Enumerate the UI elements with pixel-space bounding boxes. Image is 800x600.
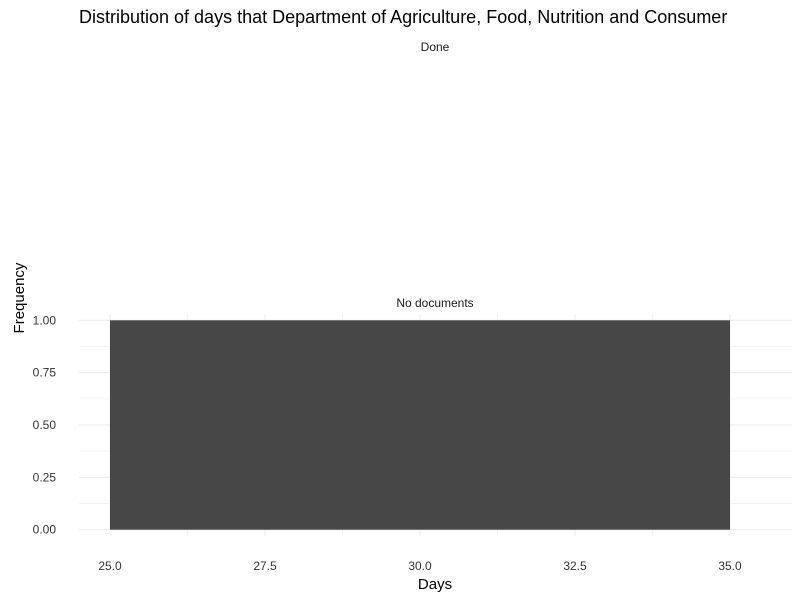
x-tick-label-1: 27.5 bbox=[253, 559, 277, 573]
x-axis-title: Days bbox=[418, 576, 452, 593]
y-tick-label-0: 0.00 bbox=[33, 523, 57, 537]
x-tick-label-2: 30.0 bbox=[408, 559, 432, 573]
x-axis-ticks: 25.0 27.5 30.0 32.5 35.0 bbox=[98, 559, 742, 573]
x-tick-label-0: 25.0 bbox=[98, 559, 122, 573]
x-tick-label-3: 32.5 bbox=[563, 559, 587, 573]
y-tick-label-3: 0.75 bbox=[33, 366, 57, 380]
histogram-bars bbox=[110, 320, 730, 530]
y-axis-title: Frequency bbox=[11, 262, 28, 333]
facet-label-done: Done bbox=[421, 40, 450, 54]
x-tick-label-4: 35.0 bbox=[718, 559, 742, 573]
facet-panel-no-documents bbox=[79, 314, 792, 536]
facet-label-no-documents: No documents bbox=[396, 296, 473, 310]
y-tick-label-1: 0.25 bbox=[33, 470, 57, 484]
y-tick-label-2: 0.50 bbox=[33, 418, 57, 432]
chart-title: Distribution of days that Department of … bbox=[79, 7, 727, 27]
histogram-bar-0 bbox=[110, 320, 730, 530]
y-axis-ticks: 0.00 0.25 0.50 0.75 1.00 bbox=[33, 313, 57, 536]
y-tick-label-4: 1.00 bbox=[33, 313, 57, 327]
